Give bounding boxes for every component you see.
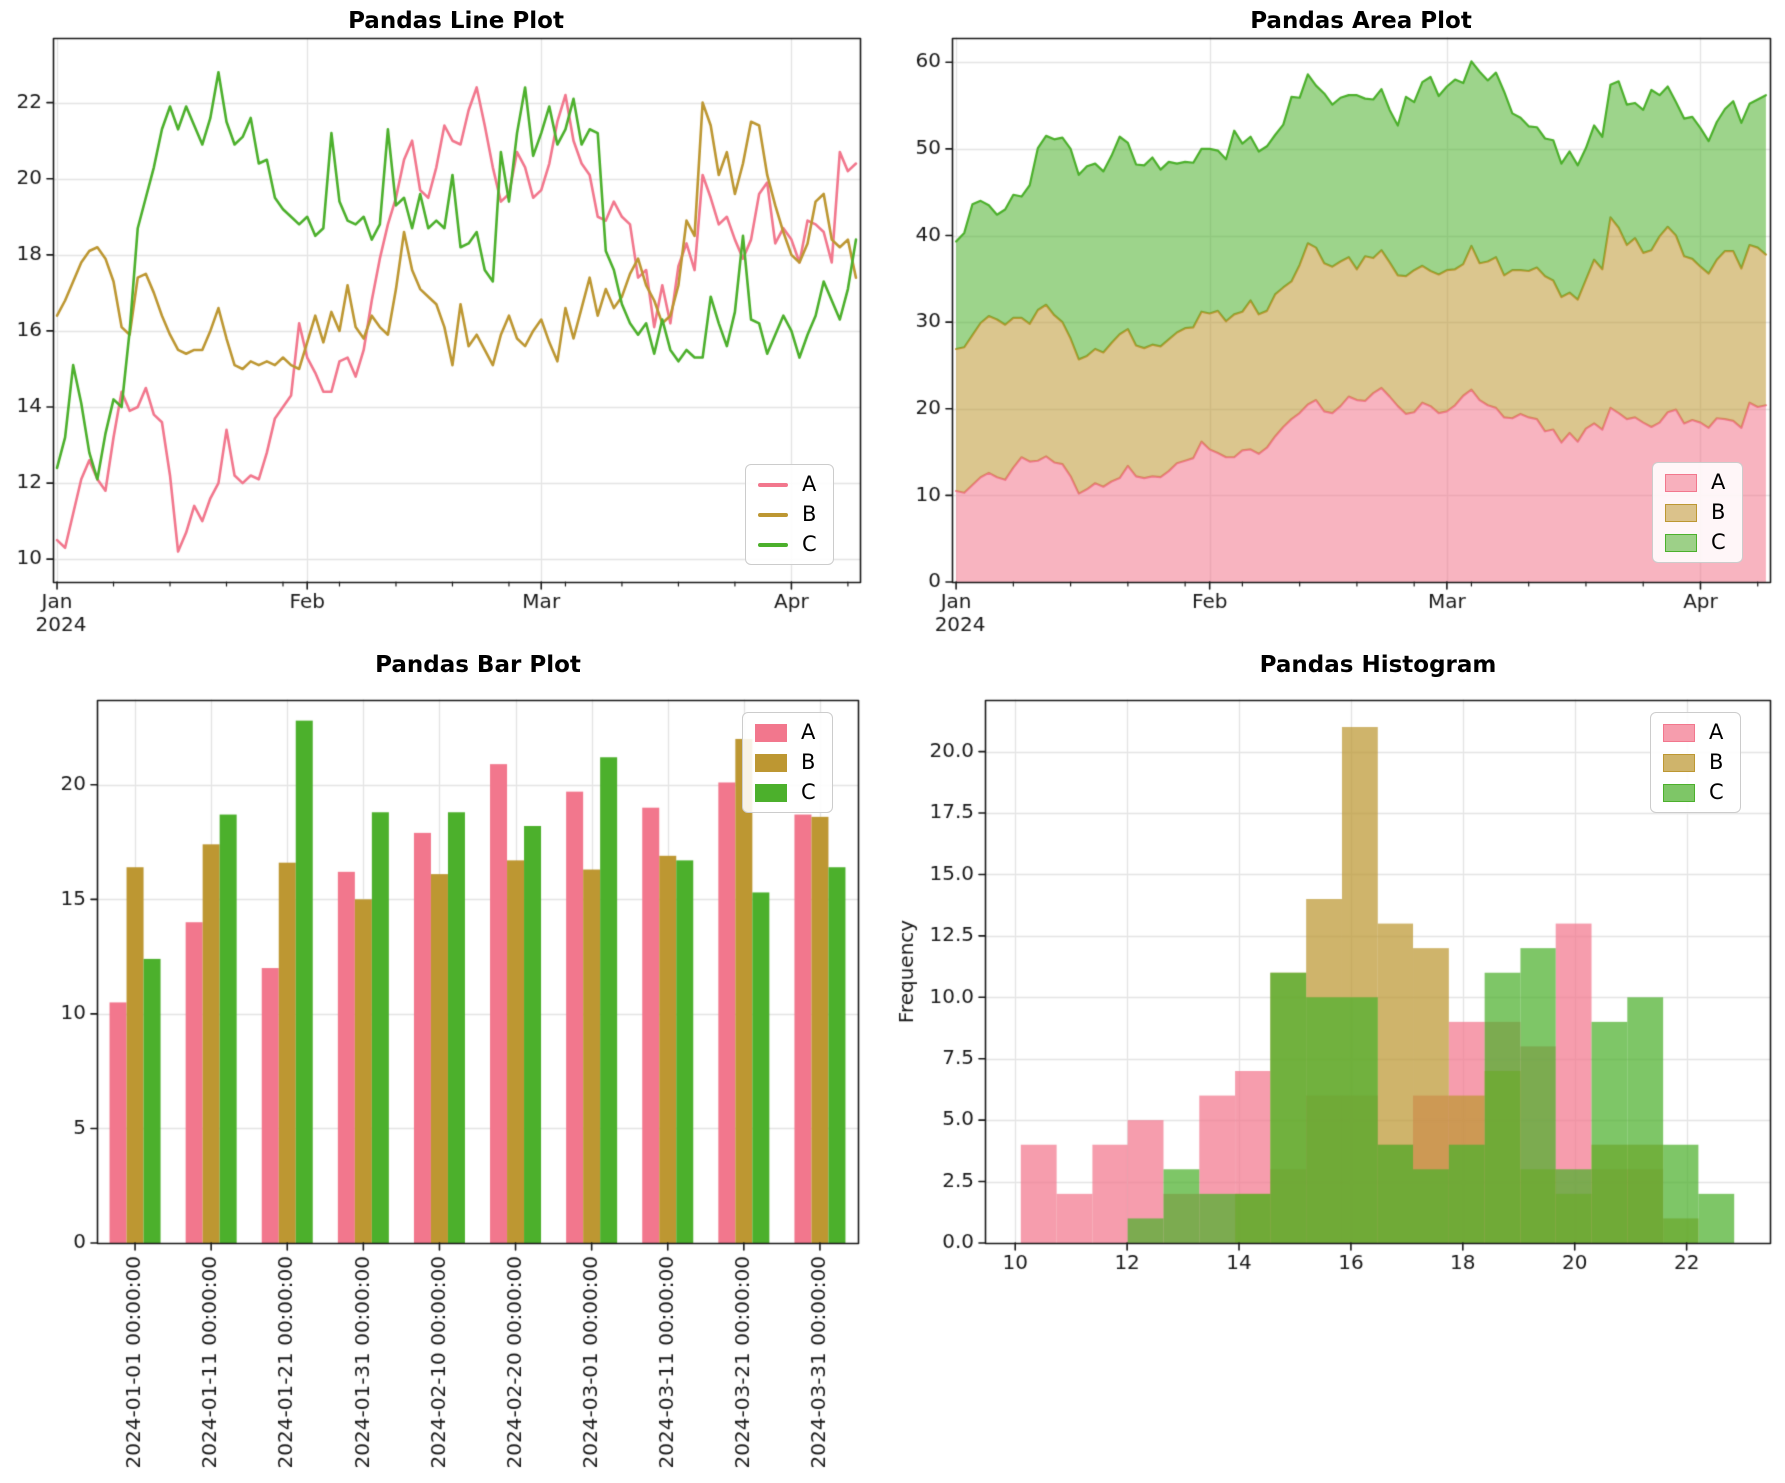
legend-item-a: A: [1665, 472, 1726, 493]
legend-item-a: A: [758, 474, 817, 495]
legend-label: C: [1709, 780, 1724, 804]
legend-label: A: [1711, 470, 1726, 494]
series-b-patch-swatch-icon: [1663, 753, 1695, 772]
series-a-patch-swatch-icon: [1665, 473, 1697, 492]
series-a-line-swatch-icon: [758, 482, 788, 487]
legend-label: A: [1709, 720, 1724, 744]
legend-label: C: [802, 532, 817, 556]
legend-item-a: A: [1663, 722, 1724, 743]
legend-item-a: A: [755, 722, 816, 743]
legend-label: B: [802, 502, 817, 526]
histogram-title: Pandas Histogram: [1259, 652, 1497, 678]
series-c-patch-swatch-icon: [755, 783, 787, 802]
bar-plot-title: Pandas Bar Plot: [375, 652, 581, 678]
line-plot-legend: A B C: [745, 464, 834, 565]
series-a-patch-swatch-icon: [755, 723, 787, 742]
series-b-line-swatch-icon: [758, 512, 788, 517]
legend-item-b: B: [1663, 752, 1724, 773]
legend-label: B: [801, 750, 816, 774]
histogram-legend: A B C: [1650, 712, 1741, 813]
legend-label: A: [802, 472, 817, 496]
legend-item-c: C: [755, 782, 816, 803]
legend-item-c: C: [1663, 782, 1724, 803]
legend-label: C: [801, 780, 816, 804]
legend-item-c: C: [1665, 532, 1726, 553]
series-b-patch-swatch-icon: [755, 753, 787, 772]
series-c-patch-swatch-icon: [1663, 783, 1695, 802]
bar-plot-legend: A B C: [742, 712, 833, 813]
legend-item-b: B: [755, 752, 816, 773]
line-plot-title: Pandas Line Plot: [348, 8, 564, 34]
series-c-patch-swatch-icon: [1665, 533, 1697, 552]
legend-label: B: [1709, 750, 1724, 774]
area-plot-title: Pandas Area Plot: [1250, 8, 1472, 34]
series-c-line-swatch-icon: [758, 542, 788, 547]
legend-item-c: C: [758, 534, 817, 555]
series-b-patch-swatch-icon: [1665, 503, 1697, 522]
legend-label: B: [1711, 500, 1726, 524]
legend-item-b: B: [1665, 502, 1726, 523]
legend-label: A: [801, 720, 816, 744]
legend-item-b: B: [758, 504, 817, 525]
area-plot-legend: A B C: [1652, 462, 1743, 563]
series-a-patch-swatch-icon: [1663, 723, 1695, 742]
legend-label: C: [1711, 530, 1726, 554]
